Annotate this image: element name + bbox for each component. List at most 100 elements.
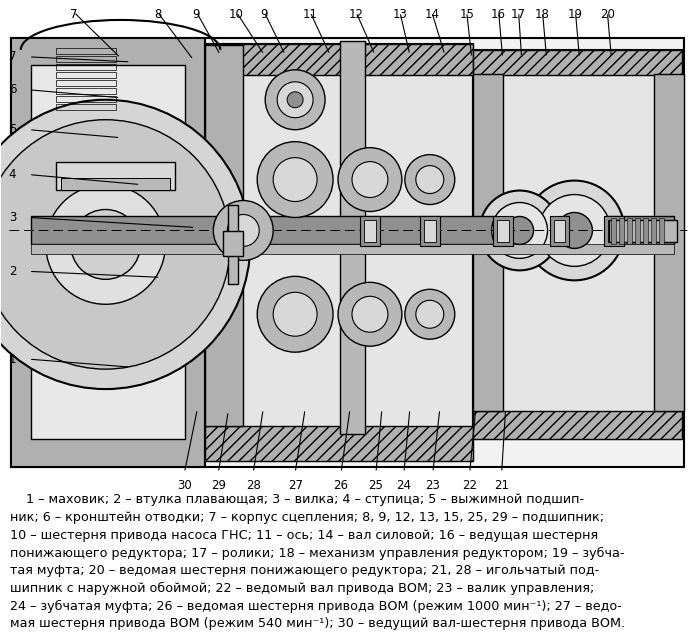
Text: 17: 17 (511, 8, 526, 21)
Circle shape (46, 185, 165, 304)
Circle shape (538, 194, 610, 266)
Circle shape (71, 210, 141, 279)
Bar (56, 88, 116, 94)
Circle shape (277, 82, 313, 118)
Text: 9: 9 (260, 8, 268, 21)
Text: 18: 18 (535, 8, 550, 21)
Text: понижающего редуктора; 17 – ролики; 18 – механизм управления редуктором; 19 – зу: понижающего редуктора; 17 – ролики; 18 –… (10, 546, 625, 560)
Circle shape (257, 276, 333, 352)
Bar (554, 220, 566, 242)
Bar (56, 64, 116, 70)
Bar (205, 426, 472, 461)
Text: 9: 9 (193, 8, 200, 21)
Text: 13: 13 (393, 8, 407, 21)
Text: 24: 24 (396, 479, 412, 492)
Circle shape (338, 282, 402, 346)
Bar (205, 44, 472, 75)
Bar (620, 219, 624, 245)
Bar (604, 217, 624, 247)
Bar (420, 217, 440, 247)
Circle shape (416, 300, 444, 328)
Text: 4: 4 (9, 168, 16, 181)
Text: 10: 10 (229, 8, 244, 21)
Text: 28: 28 (246, 479, 260, 492)
Text: 29: 29 (211, 479, 226, 492)
Bar (473, 74, 503, 411)
Bar (56, 80, 116, 86)
Text: 22: 22 (462, 479, 477, 492)
Text: 1: 1 (9, 353, 16, 366)
Circle shape (214, 201, 273, 260)
Bar (424, 220, 436, 242)
Text: 5: 5 (9, 123, 16, 136)
Bar (493, 217, 512, 247)
Text: 10 – шестерня привода насоса ГНС; 11 – ось; 14 – вал силовой; 16 – ведущая шесте: 10 – шестерня привода насоса ГНС; 11 – о… (10, 529, 598, 542)
Text: 1 – маховик; 2 – втулка плавающая; 3 – вилка; 4 – ступица; 5 – выжимной подшип-: 1 – маховик; 2 – втулка плавающая; 3 – в… (10, 493, 584, 506)
Text: 26: 26 (333, 479, 349, 492)
Text: 30: 30 (177, 479, 192, 492)
Circle shape (287, 92, 303, 108)
Bar (654, 74, 684, 411)
Bar (56, 72, 116, 78)
Bar (31, 217, 674, 245)
Circle shape (0, 119, 230, 369)
Bar (473, 50, 682, 439)
Text: 24 – зубчатая муфта; 26 – ведомая шестерня привода ВОМ (режим 1000 мин⁻¹); 27 – : 24 – зубчатая муфта; 26 – ведомая шестер… (10, 599, 622, 613)
Bar (550, 217, 570, 247)
Bar (497, 220, 509, 242)
Bar (223, 231, 244, 256)
Text: 11: 11 (302, 8, 318, 21)
Circle shape (556, 213, 592, 249)
Circle shape (405, 289, 455, 339)
Bar (56, 48, 116, 54)
Circle shape (491, 203, 547, 258)
Circle shape (228, 215, 259, 247)
Bar (10, 38, 684, 467)
Text: 14: 14 (424, 8, 440, 21)
Bar (205, 44, 472, 461)
Circle shape (265, 70, 325, 130)
Bar (228, 204, 238, 284)
Bar (10, 38, 205, 467)
Circle shape (0, 100, 250, 389)
Bar (636, 219, 640, 245)
Circle shape (416, 166, 444, 194)
Text: 19: 19 (568, 8, 583, 21)
Circle shape (257, 142, 333, 217)
Bar (31, 65, 186, 439)
Text: 16: 16 (491, 8, 506, 21)
Bar (10, 38, 205, 467)
Text: 7: 7 (9, 50, 16, 63)
Bar (61, 178, 170, 190)
Circle shape (352, 162, 388, 197)
Circle shape (273, 158, 317, 201)
Bar (360, 217, 380, 247)
Text: 6: 6 (9, 83, 16, 96)
Text: 23: 23 (426, 479, 440, 492)
Circle shape (405, 155, 455, 204)
Circle shape (524, 181, 624, 281)
Bar (205, 45, 244, 426)
Text: 20: 20 (600, 8, 615, 21)
Circle shape (273, 292, 317, 336)
Bar (627, 219, 632, 245)
Text: ник; 6 – кронштейн отводки; 7 – корпус сцепления; 8, 9, 12, 13, 15, 25, 29 – под: ник; 6 – кронштейн отводки; 7 – корпус с… (10, 511, 605, 524)
Circle shape (480, 190, 559, 270)
Text: 21: 21 (494, 479, 509, 492)
Bar (473, 411, 682, 439)
Bar (56, 162, 176, 190)
Bar (611, 219, 617, 245)
Bar (56, 96, 116, 102)
Text: 2: 2 (9, 265, 16, 278)
Text: мая шестерня привода ВОМ (режим 540 мин⁻¹); 30 – ведущий вал-шестерня привода ВО: мая шестерня привода ВОМ (режим 540 мин⁻… (10, 617, 626, 631)
Text: 7: 7 (70, 8, 78, 21)
Text: тая муфта; 20 – ведомая шестерня понижающего редуктора; 21, 28 – игольчатый под-: тая муфта; 20 – ведомая шестерня понижаю… (10, 564, 600, 577)
Text: 25: 25 (368, 479, 384, 492)
Circle shape (505, 217, 533, 244)
Text: 3: 3 (9, 211, 16, 224)
Bar (651, 219, 657, 245)
Bar (608, 220, 620, 242)
Bar (610, 220, 677, 242)
Bar (659, 219, 664, 245)
Bar (340, 41, 365, 434)
